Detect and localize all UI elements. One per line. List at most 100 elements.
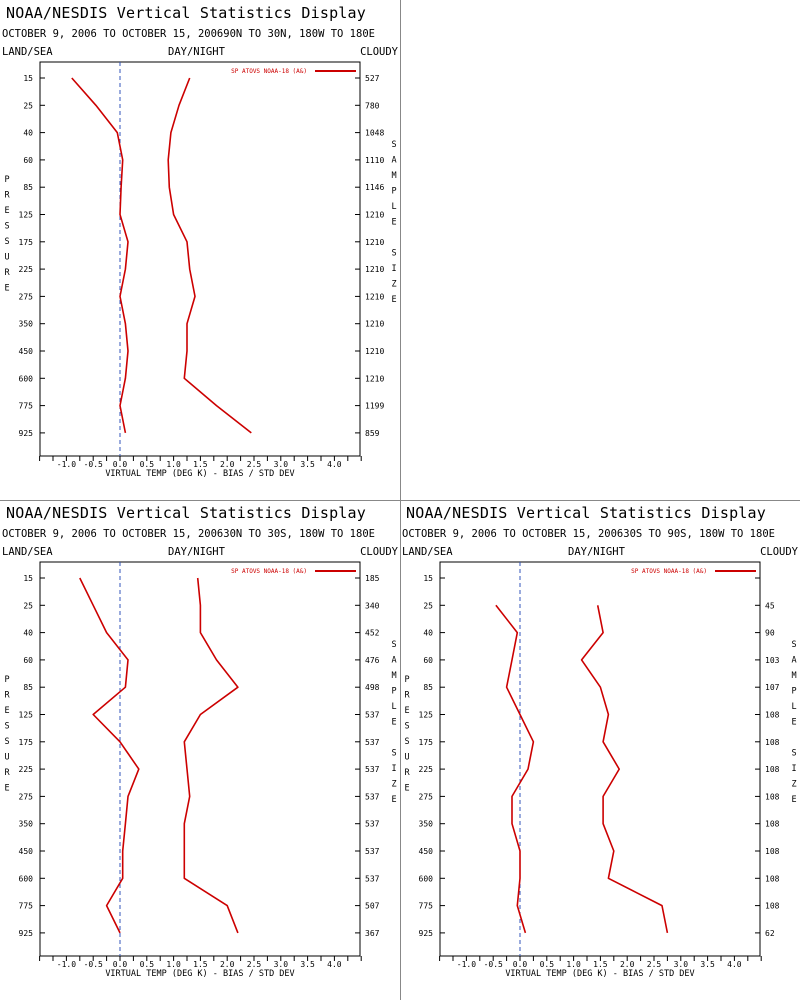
y-axis-label-letter: U — [404, 753, 409, 763]
x-tick-label: 4.0 — [327, 460, 342, 469]
x-tick-label: 1.0 — [166, 960, 181, 969]
y2-axis-label-letter: E — [791, 718, 796, 728]
y-axis-label-letter: R — [404, 691, 410, 701]
y2-axis-label-letter: I — [391, 764, 396, 774]
sample-size-label: 367 — [365, 929, 380, 938]
y2-axis-label-letter: I — [791, 764, 796, 774]
y2-axis-label-letter: M — [391, 671, 396, 681]
std-dev-line — [183, 577, 239, 934]
pressure-tick-label: 925 — [19, 429, 34, 438]
y-axis-label-letter: E — [404, 706, 409, 716]
x-tick-label: 1.0 — [166, 460, 181, 469]
pressure-tick-label: 600 — [19, 874, 34, 883]
pressure-tick-label: 85 — [23, 183, 33, 192]
pressure-tick-label: 350 — [19, 820, 34, 829]
panel-divider-horizontal — [0, 500, 800, 501]
pressure-tick-label: 225 — [19, 765, 34, 774]
x-tick-label: 3.0 — [674, 960, 689, 969]
sample-size-label: 1210 — [365, 211, 384, 220]
x-tick-label: 2.5 — [247, 460, 262, 469]
sample-size-label: 108 — [765, 902, 780, 911]
x-tick-label: 4.0 — [327, 960, 342, 969]
chart-plot: -1.0 -0.5 0.0 0.5 1.0 1.5 2.0 2.5 3.0 3.5 4.0 VIRTU… — [404, 561, 797, 979]
y2-axis-label-letter: L — [391, 202, 396, 212]
day-night-label: DAY/NIGHT — [168, 46, 225, 58]
sample-size-label: 1048 — [365, 129, 384, 138]
cloudy-label: CLOUDY — [360, 546, 398, 558]
pressure-tick-label: 175 — [419, 738, 434, 747]
std-dev-line — [167, 77, 252, 434]
sample-size-label: 45 — [765, 601, 775, 610]
pressure-tick-label: 175 — [19, 738, 34, 747]
land-sea-label: LAND/SEA — [402, 546, 453, 558]
pressure-tick-label: 15 — [423, 574, 433, 583]
sample-size-label: 537 — [365, 792, 380, 801]
x-tick-label: 2.0 — [620, 960, 635, 969]
sample-size-label: 340 — [365, 601, 380, 610]
pressure-tick-label: 40 — [23, 129, 33, 138]
sample-size-label: 1210 — [365, 320, 384, 329]
bias-line — [495, 604, 535, 934]
chart-plot: -1.0 -0.5 0.0 0.5 1.0 1.5 2.0 2.5 3.0 3.5 4.0 VIRTU… — [4, 561, 397, 979]
chart-subtitle: OCTOBER 9, 2006 TO OCTOBER 15, 200690N T… — [2, 28, 375, 40]
y-axis-label-letter: R — [4, 768, 10, 778]
y2-axis-label-letter: A — [391, 656, 396, 666]
sample-size-label: 185 — [365, 574, 380, 583]
y2-axis-label-letter: A — [791, 656, 796, 666]
pressure-tick-label: 775 — [19, 402, 34, 411]
x-tick-label: 0.5 — [540, 960, 555, 969]
y2-axis-label-letter: S — [391, 749, 396, 759]
day-night-label: DAY/NIGHT — [168, 546, 225, 558]
y2-axis-label-letter: E — [391, 795, 396, 805]
sample-size-label: 108 — [765, 792, 780, 801]
pressure-tick-label: 40 — [423, 629, 433, 638]
y2-axis-label-letter: A — [391, 156, 396, 166]
cloudy-label: CLOUDY — [360, 46, 398, 58]
y2-axis-label-letter: E — [791, 795, 796, 805]
y-axis-label-letter: S — [404, 722, 409, 732]
x-axis-label: VIRTUAL TEMP (DEG K) - BIAS / STD DEV — [505, 969, 694, 979]
pressure-tick-label: 350 — [419, 820, 434, 829]
plot-frame — [439, 561, 761, 957]
pressure-tick-label: 25 — [23, 101, 33, 110]
x-tick-label: -1.0 — [57, 960, 76, 969]
sample-size-label: 452 — [365, 629, 380, 638]
y-axis-label-letter: P — [4, 675, 9, 685]
x-tick-label: 0.0 — [113, 960, 128, 969]
y-axis-label-letter: S — [4, 737, 9, 747]
y2-axis-label-letter: M — [791, 671, 796, 681]
chart-panel-30s-90s: NOAA/NESDIS Vertical Statistics Display … — [400, 500, 800, 1000]
x-tick-label: 2.0 — [220, 960, 235, 969]
x-tick-label: 3.0 — [274, 960, 289, 969]
pressure-tick-label: 125 — [19, 211, 34, 220]
x-tick-label: 3.5 — [300, 460, 315, 469]
sample-size-label: 780 — [365, 101, 380, 110]
sample-size-label: 108 — [765, 711, 780, 720]
legend-label: SP ATOVS NOAA-18 (A&) — [631, 568, 707, 575]
sample-size-label: 537 — [365, 765, 380, 774]
pressure-tick-label: 450 — [419, 847, 434, 856]
chart-title: NOAA/NESDIS Vertical Statistics Display — [406, 504, 766, 522]
pressure-tick-label: 275 — [19, 792, 34, 801]
x-tick-label: 0.5 — [140, 960, 155, 969]
sample-size-label: 1210 — [365, 374, 384, 383]
sample-size-label: 1210 — [365, 238, 384, 247]
y2-axis-label-letter: L — [391, 702, 396, 712]
chart-title: NOAA/NESDIS Vertical Statistics Display — [6, 4, 366, 22]
y2-axis-label-letter: S — [391, 640, 396, 650]
pressure-tick-label: 25 — [423, 601, 433, 610]
chart-title: NOAA/NESDIS Vertical Statistics Display — [6, 504, 366, 522]
y2-axis-label-letter: Z — [391, 280, 396, 290]
pressure-tick-label: 450 — [19, 347, 34, 356]
y-axis-label-letter: R — [4, 191, 10, 201]
x-tick-label: 1.5 — [193, 960, 208, 969]
x-tick-label: 3.5 — [300, 960, 315, 969]
y2-axis-label-letter: S — [791, 749, 796, 759]
y2-axis-label-letter: L — [791, 702, 796, 712]
sample-size-label: 1210 — [365, 347, 384, 356]
sample-size-label: 507 — [365, 902, 380, 911]
legend-label: SP ATOVS NOAA-18 (A&) — [231, 568, 307, 575]
pressure-tick-label: 350 — [19, 320, 34, 329]
y2-axis-label-letter: S — [791, 640, 796, 650]
sample-size-label: 90 — [765, 629, 775, 638]
